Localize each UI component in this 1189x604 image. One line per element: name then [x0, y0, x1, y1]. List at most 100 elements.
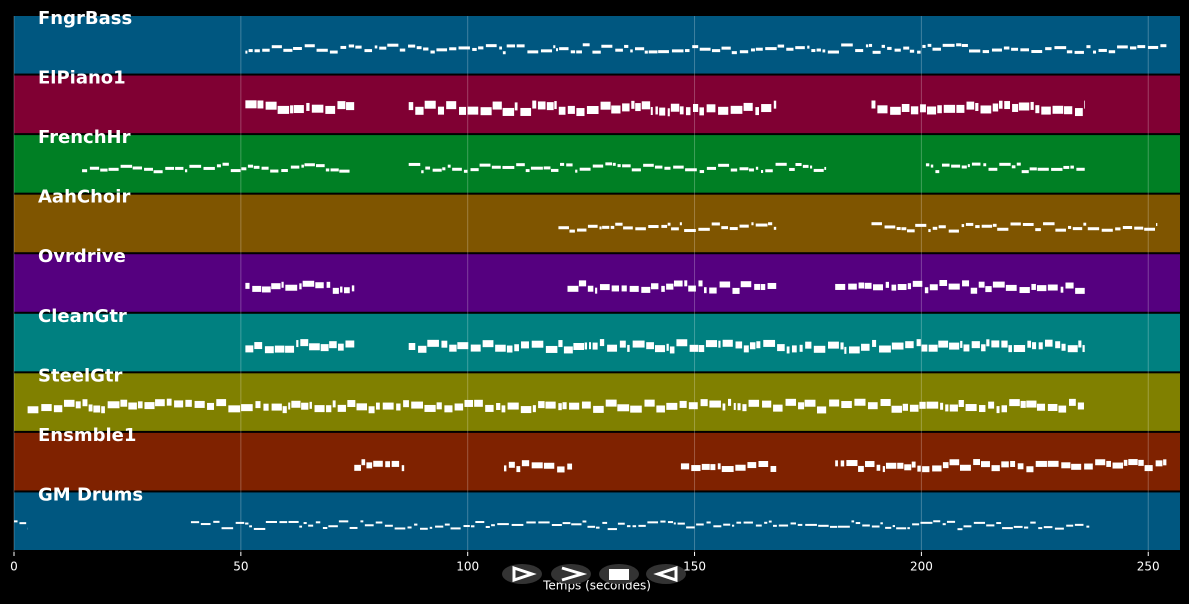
note — [996, 522, 1002, 525]
stop-button[interactable] — [599, 564, 639, 584]
note — [556, 48, 559, 52]
note — [755, 524, 762, 527]
note — [922, 466, 930, 473]
note — [622, 164, 631, 168]
note — [684, 229, 696, 233]
note — [1108, 50, 1116, 54]
note — [658, 50, 669, 54]
note — [656, 405, 665, 413]
note — [747, 462, 757, 469]
note — [408, 44, 416, 48]
note — [1001, 405, 1007, 413]
note — [325, 168, 330, 172]
note — [320, 344, 329, 352]
note — [685, 168, 697, 172]
note — [279, 521, 288, 524]
note — [762, 400, 772, 408]
note — [1156, 223, 1158, 227]
note — [1074, 108, 1083, 117]
note — [930, 164, 934, 168]
note — [311, 104, 324, 113]
note — [1058, 405, 1067, 413]
note — [907, 229, 915, 233]
note — [632, 340, 645, 348]
note — [582, 520, 587, 523]
note — [646, 342, 654, 350]
note — [340, 45, 347, 49]
note — [991, 465, 1000, 472]
note — [673, 522, 676, 525]
note — [100, 168, 108, 172]
play-button[interactable] — [502, 564, 542, 584]
note — [1008, 345, 1012, 353]
note — [301, 402, 309, 410]
note — [991, 48, 1002, 52]
note — [667, 222, 671, 226]
note — [635, 227, 646, 231]
note — [885, 462, 897, 469]
note — [526, 521, 536, 524]
note — [1036, 403, 1046, 411]
note — [470, 525, 475, 528]
note — [917, 465, 921, 472]
note — [680, 463, 690, 470]
note — [288, 402, 291, 410]
note-segment — [408, 162, 827, 174]
note — [458, 46, 470, 50]
note — [816, 406, 827, 414]
note — [385, 461, 391, 468]
note — [602, 521, 608, 524]
note — [503, 465, 507, 472]
note — [349, 526, 358, 529]
note — [315, 282, 324, 289]
note — [360, 520, 364, 523]
note — [351, 285, 355, 292]
note — [306, 102, 310, 111]
note — [514, 102, 518, 111]
note — [896, 227, 901, 231]
note — [332, 400, 336, 408]
note — [761, 169, 764, 173]
note — [909, 404, 919, 412]
note — [315, 164, 325, 168]
note — [965, 404, 977, 412]
note — [506, 44, 516, 48]
note — [1083, 222, 1087, 226]
note — [408, 162, 421, 166]
back-button[interactable] — [646, 564, 686, 584]
note — [1084, 100, 1085, 109]
note — [387, 43, 399, 47]
note-segment — [871, 100, 1085, 117]
note — [927, 43, 932, 47]
forward-button[interactable] — [551, 564, 591, 584]
note — [942, 43, 955, 47]
note — [245, 345, 254, 353]
note — [314, 405, 325, 413]
note — [452, 167, 462, 171]
track-labels: FngrBass ElPiano1 FrenchHr AahChoir Ovrdrive… — [38, 8, 143, 505]
note — [567, 463, 573, 470]
note — [293, 105, 304, 114]
note — [228, 405, 241, 413]
note — [1072, 227, 1083, 231]
note — [957, 528, 963, 531]
track-band — [14, 313, 1180, 372]
note — [743, 102, 753, 111]
note — [502, 51, 506, 55]
note — [537, 101, 546, 110]
note — [271, 283, 281, 290]
note — [277, 105, 290, 114]
note — [558, 340, 563, 348]
note — [617, 404, 630, 412]
note — [791, 345, 797, 353]
note — [288, 520, 299, 523]
note — [704, 287, 707, 294]
note — [718, 106, 729, 115]
note — [1123, 459, 1128, 466]
note — [322, 526, 328, 529]
note — [677, 522, 685, 525]
note-segment — [82, 162, 350, 174]
note — [153, 170, 163, 174]
note — [553, 45, 556, 49]
